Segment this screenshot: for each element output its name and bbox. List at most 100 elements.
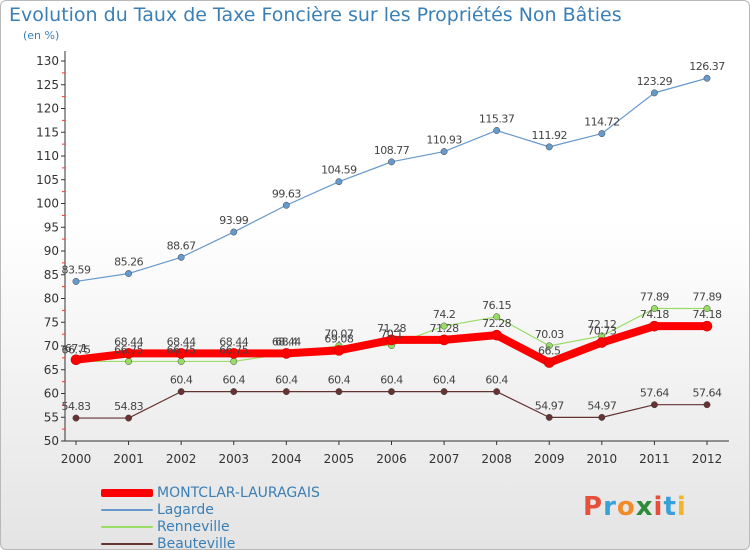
data-point bbox=[123, 348, 134, 359]
data-point bbox=[125, 414, 133, 422]
x-tick-label: 2009 bbox=[534, 452, 565, 466]
data-point bbox=[230, 388, 238, 396]
x-tick-label: 2006 bbox=[376, 452, 407, 466]
data-point bbox=[230, 357, 238, 365]
data-label: 68.44 bbox=[219, 335, 248, 348]
legend-swatch bbox=[101, 489, 153, 497]
data-point bbox=[438, 334, 450, 346]
data-point bbox=[596, 337, 608, 348]
data-label: 68.44 bbox=[114, 335, 143, 348]
y-tick-label: 105 bbox=[36, 173, 59, 187]
data-point bbox=[598, 413, 606, 421]
logo-letter: i bbox=[653, 492, 664, 522]
data-label: 60.4 bbox=[485, 374, 508, 387]
data-label: 71.28 bbox=[430, 322, 459, 335]
y-tick-label: 85 bbox=[44, 268, 59, 282]
x-tick-label: 2002 bbox=[166, 452, 197, 466]
chart-subtitle: (en %) bbox=[23, 29, 60, 42]
y-tick-label: 90 bbox=[44, 244, 59, 258]
data-point bbox=[650, 89, 658, 97]
data-point bbox=[282, 201, 290, 209]
legend-label: Lagarde bbox=[157, 502, 214, 518]
y-tick-label: 130 bbox=[36, 54, 59, 68]
data-label: 88.67 bbox=[167, 239, 196, 252]
data-label: 60.4 bbox=[328, 374, 351, 387]
data-label: 67.1 bbox=[65, 342, 88, 355]
data-point bbox=[491, 329, 502, 341]
data-point bbox=[598, 130, 606, 138]
data-point bbox=[281, 348, 292, 359]
y-tick-label: 80 bbox=[44, 292, 59, 306]
data-label: 60.4 bbox=[275, 374, 298, 387]
data-label: 74.18 bbox=[693, 308, 722, 321]
data-label: 54.97 bbox=[535, 399, 564, 412]
data-label: 60.4 bbox=[223, 374, 246, 387]
data-label: 111.92 bbox=[532, 129, 568, 142]
data-label: 126.37 bbox=[689, 60, 725, 73]
data-label: 60.4 bbox=[380, 374, 403, 387]
y-tick-label: 55 bbox=[44, 410, 59, 424]
data-point bbox=[177, 388, 185, 396]
data-point bbox=[125, 357, 133, 365]
y-tick-label: 65 bbox=[44, 363, 59, 377]
data-point bbox=[440, 322, 448, 330]
x-tick-label: 2001 bbox=[113, 452, 144, 466]
data-point bbox=[386, 334, 397, 346]
data-point bbox=[545, 143, 553, 151]
data-point bbox=[543, 357, 555, 368]
y-tick-label: 50 bbox=[44, 434, 59, 448]
logo-letter: t bbox=[663, 492, 677, 522]
data-point bbox=[282, 388, 290, 396]
data-point bbox=[440, 388, 448, 396]
data-point bbox=[72, 414, 80, 422]
data-label: 70.1 bbox=[380, 328, 403, 341]
x-tick-label: 2012 bbox=[692, 452, 723, 466]
legend-label: MONTCLAR-LAURAGAIS bbox=[157, 485, 320, 501]
data-point bbox=[701, 320, 713, 332]
data-point bbox=[388, 388, 395, 396]
x-tick-label: 2007 bbox=[429, 452, 460, 466]
data-label: 66.75 bbox=[114, 343, 143, 356]
data-label: 71.28 bbox=[377, 322, 406, 335]
y-tick-label: 120 bbox=[36, 102, 59, 116]
data-point bbox=[335, 388, 343, 396]
data-label: 123.29 bbox=[637, 75, 673, 88]
data-point bbox=[545, 342, 553, 350]
proxiti-logo: Proxiti bbox=[583, 492, 687, 522]
y-tick-label: 60 bbox=[44, 387, 59, 401]
data-label: 108.77 bbox=[374, 144, 410, 157]
legend-label: Beauteville bbox=[157, 536, 236, 550]
data-label: 60.4 bbox=[433, 374, 456, 387]
data-label: 69.08 bbox=[324, 332, 353, 345]
data-point bbox=[703, 401, 711, 409]
y-tick-label: 110 bbox=[36, 149, 59, 163]
y-tick-label: 100 bbox=[36, 197, 59, 211]
y-tick-label: 125 bbox=[36, 78, 59, 92]
logo-letter: o bbox=[616, 492, 636, 522]
data-label: 57.64 bbox=[640, 387, 669, 400]
legend-swatch bbox=[101, 509, 153, 511]
data-label: 54.97 bbox=[587, 399, 616, 412]
data-label: 66.75 bbox=[167, 343, 196, 356]
logo-letter: x bbox=[635, 492, 654, 522]
data-point bbox=[650, 401, 658, 409]
data-point bbox=[177, 357, 185, 365]
data-label: 85.26 bbox=[114, 256, 143, 269]
data-point bbox=[333, 345, 345, 356]
data-label: 66.75 bbox=[219, 343, 248, 356]
data-point bbox=[388, 158, 395, 166]
data-label: 72.12 bbox=[587, 318, 616, 331]
x-tick-label: 2011 bbox=[639, 452, 670, 466]
data-label: 66.75 bbox=[62, 343, 91, 356]
data-label: 114.72 bbox=[584, 116, 620, 129]
chart-title: Evolution du Taux de Taxe Foncière sur l… bbox=[9, 4, 622, 26]
data-label: 68.4 bbox=[275, 336, 298, 349]
logo-letter: r bbox=[603, 492, 617, 522]
logo-letter: i bbox=[676, 492, 687, 522]
data-label: 99.63 bbox=[272, 187, 301, 200]
data-label: 76.15 bbox=[482, 299, 511, 312]
x-tick-label: 2010 bbox=[587, 452, 618, 466]
data-point bbox=[545, 413, 553, 421]
data-label: 66.5 bbox=[538, 345, 561, 358]
